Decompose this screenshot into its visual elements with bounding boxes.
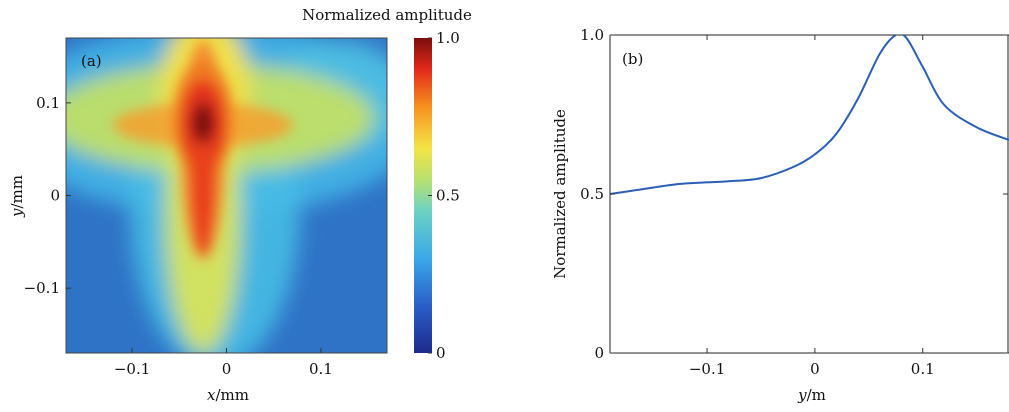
line-x-tick-label: 0.1 (911, 360, 935, 378)
colorbar-tick-label: 0.5 (436, 187, 460, 205)
line-panel-b: (b) −0.1 0 0.1 1.0 0.5 0 y/m Normalized ampl… (551, 26, 1009, 404)
heatmap-y-axis-var: y (8, 208, 26, 218)
heatmap-x-axis-label: x/mm (207, 386, 249, 404)
colorbar-title: Normalized amplitude (302, 6, 472, 24)
line-y-axis-label: Normalized amplitude (551, 109, 569, 279)
heatmap-y-tick-label: 0 (50, 187, 60, 205)
heatmap-image (66, 38, 387, 353)
colorbar-tick-label: 1.0 (436, 29, 460, 47)
line-x-tick-label: −0.1 (689, 360, 725, 378)
line-x-axis-unit: /m (807, 386, 826, 404)
line-x-axis-var: y (797, 386, 807, 404)
line-y-tick-label: 1.0 (580, 26, 604, 44)
heatmap-x-tick-label: 0.1 (309, 360, 333, 378)
heatmap-y-tick-label: 0.1 (36, 94, 60, 112)
heatmap-y-ticks: 0.1 0 −0.1 (24, 94, 71, 297)
line-y-tick-label: 0 (594, 344, 604, 362)
line-x-ticks: −0.1 0 0.1 (689, 35, 935, 378)
colorbar: Normalized amplitude 1.0 0.5 0 (302, 6, 472, 362)
heatmap-y-tick-label: −0.1 (24, 279, 60, 297)
heatmap-y-axis-label: y/mm (8, 175, 26, 218)
colorbar-gradient (414, 38, 432, 353)
line-y-tick-label: 0.5 (580, 185, 604, 203)
heatmap-x-axis-unit: /mm (215, 386, 249, 404)
amplitude-line (610, 35, 1009, 195)
line-x-tick-label: 0 (810, 360, 820, 378)
line-y-ticks: 1.0 0.5 0 (580, 26, 1008, 362)
heatmap-x-tick-label: −0.1 (114, 360, 150, 378)
heatmap-x-axis-var: x (207, 386, 216, 404)
colorbar-tick-label: 0 (436, 344, 446, 362)
heatmap-x-tick-label: 0 (222, 360, 232, 378)
colorbar-ticks: 1.0 0.5 0 (428, 29, 460, 362)
heatmap-y-axis-unit: /mm (8, 175, 26, 209)
heatmap-x-ticks: −0.1 0 0.1 (114, 348, 333, 378)
line-axes-frame (609, 34, 1009, 354)
line-x-axis-label: y/m (797, 386, 826, 404)
heatmap-panel-a: (a) −0.1 0 0.1 0.1 0 −0.1 x/mm y/mm (8, 37, 388, 404)
panel-label-a: (a) (81, 52, 102, 70)
panel-label-b: (b) (622, 50, 643, 68)
